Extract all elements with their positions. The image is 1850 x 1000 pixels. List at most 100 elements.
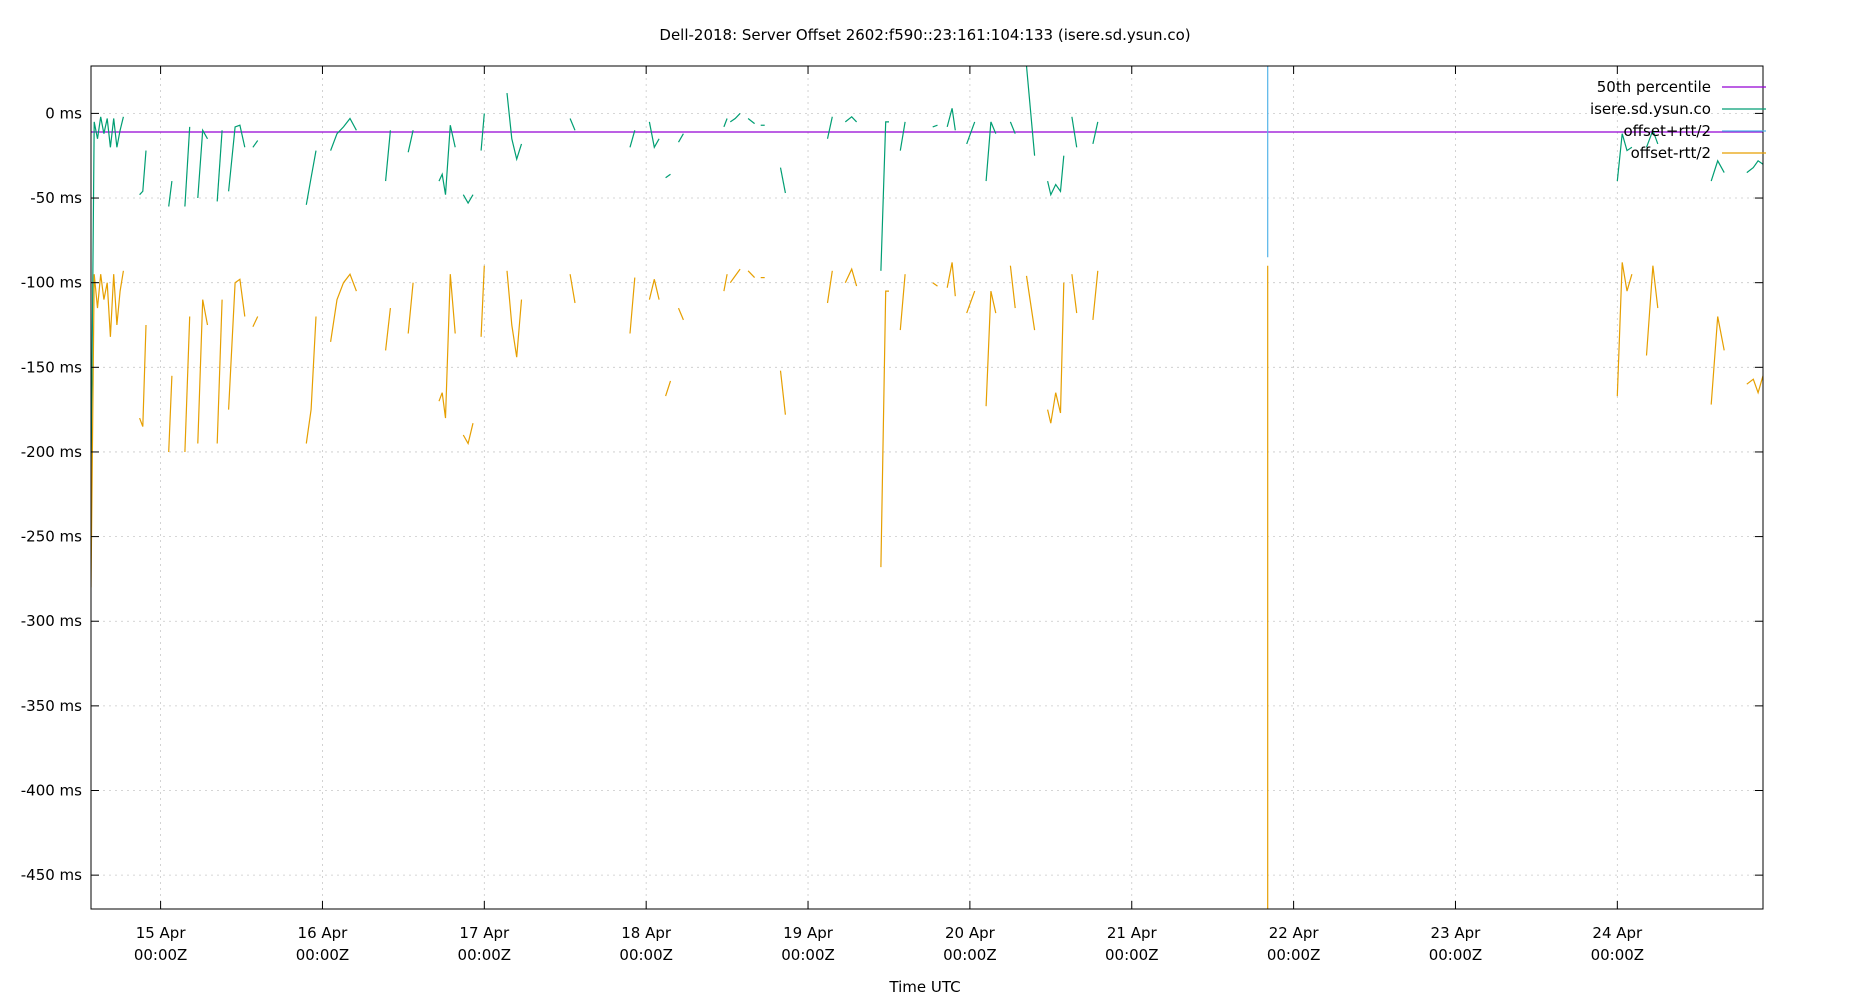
series-line [216,130,223,202]
y-tick-label: -350 ms [21,697,82,715]
series-line [407,130,414,153]
series-line [729,112,741,123]
series-line [506,93,523,162]
series-line [197,299,209,444]
series-line [747,270,756,279]
y-tick-label: -50 ms [30,189,82,207]
x-tick-label-time: 00:00Z [781,946,835,964]
x-tick-label-day: 17 Apr [459,924,510,942]
series-line [677,307,684,321]
x-tick-label-day: 19 Apr [783,924,834,942]
series-line [480,265,485,337]
y-tick-label: -250 ms [21,528,82,546]
series-line [462,423,474,446]
series-line [1025,66,1036,156]
series-line [747,118,755,125]
series-line [91,116,124,486]
series-line [1009,121,1016,134]
x-tick-label-day: 24 Apr [1592,924,1643,942]
series-1 [91,66,1763,486]
series-line [1047,155,1065,197]
series-line [330,272,357,342]
y-tick-label: -200 ms [21,443,82,461]
series-line [932,282,938,287]
series-line [1025,275,1036,331]
x-tick-label-day: 15 Apr [136,924,187,942]
series-line [1645,265,1659,356]
series-line [438,125,456,195]
x-tick-label-day: 20 Apr [945,924,996,942]
series-line [139,150,147,196]
series-line [899,274,906,331]
series-line [252,140,259,148]
x-tick-label-time: 00:00Z [1267,946,1321,964]
y-tick-label: -300 ms [21,612,82,630]
series-line [305,316,317,444]
x-tick-label-day: 23 Apr [1431,924,1482,942]
series-line [1645,128,1659,148]
series-line [946,108,956,131]
series-line [880,290,889,568]
series-line [844,267,858,287]
series-line [168,375,173,453]
series-line [462,194,474,205]
series-line [216,299,223,444]
x-tick-label-day: 16 Apr [298,924,349,942]
series-line [1616,133,1633,182]
x-tick-label-time: 00:00Z [1105,946,1159,964]
series-line [648,121,660,150]
series-line [506,270,523,358]
series-line [197,128,209,199]
x-tick-label-day: 21 Apr [1107,924,1158,942]
legend: 50th percentile isere.sd.ysun.co offset+rt… [1590,78,1766,162]
series-line [779,167,786,194]
chart-title: Dell-2018: Server Offset 2602:f590::23:1… [659,26,1190,44]
series-line [228,124,246,192]
x-tick-label-time: 00:00Z [296,946,350,964]
series-line [252,316,259,327]
y-tick-label: -400 ms [21,782,82,800]
series-line [184,316,191,453]
series-line [629,277,636,334]
legend-label: offset-rtt/2 [1631,144,1711,162]
series-line [1071,116,1078,148]
series-line [407,282,414,334]
series-line [330,117,357,151]
series-line [648,279,660,300]
series-line [880,121,889,271]
series-line [139,324,147,427]
series-line [569,118,576,131]
plot-frame [90,65,1764,910]
y-tick-label: -150 ms [21,358,82,376]
series-line [1616,262,1633,397]
x-tick-label-time: 00:00Z [458,946,512,964]
grid [91,66,1763,909]
y-tick-label: -450 ms [21,866,82,884]
series-line [899,121,906,151]
legend-label: 50th percentile [1597,78,1711,96]
x-tick-label-time: 00:00Z [943,946,997,964]
series-line [1092,121,1099,145]
series-line [91,270,124,588]
plot-area [91,66,1763,909]
series-line [1710,316,1725,405]
series-line [966,121,976,145]
series-line [385,308,391,351]
series-line [1746,159,1763,174]
series-line [723,118,728,128]
y-axis: 0 ms -50 ms -100 ms -150 ms -200 ms -250 ms -3… [21,104,1763,884]
series-line [932,124,938,128]
series-line [723,274,728,292]
legend-label: offset+rtt/2 [1623,122,1711,140]
series-line [184,126,191,207]
x-tick-label-day: 18 Apr [621,924,672,942]
x-axis: 15 Apr 00:00Z 16 Apr 00:00Z 17 Apr 00:00Z 18 A… [134,66,1644,964]
series-line [228,278,246,410]
y-tick-label: -100 ms [21,274,82,292]
series-line [826,270,833,304]
series-line [438,274,456,419]
series-line [844,115,858,123]
series-3 [91,262,1763,909]
x-tick-label-time: 00:00Z [1591,946,1645,964]
series-line [665,173,671,179]
